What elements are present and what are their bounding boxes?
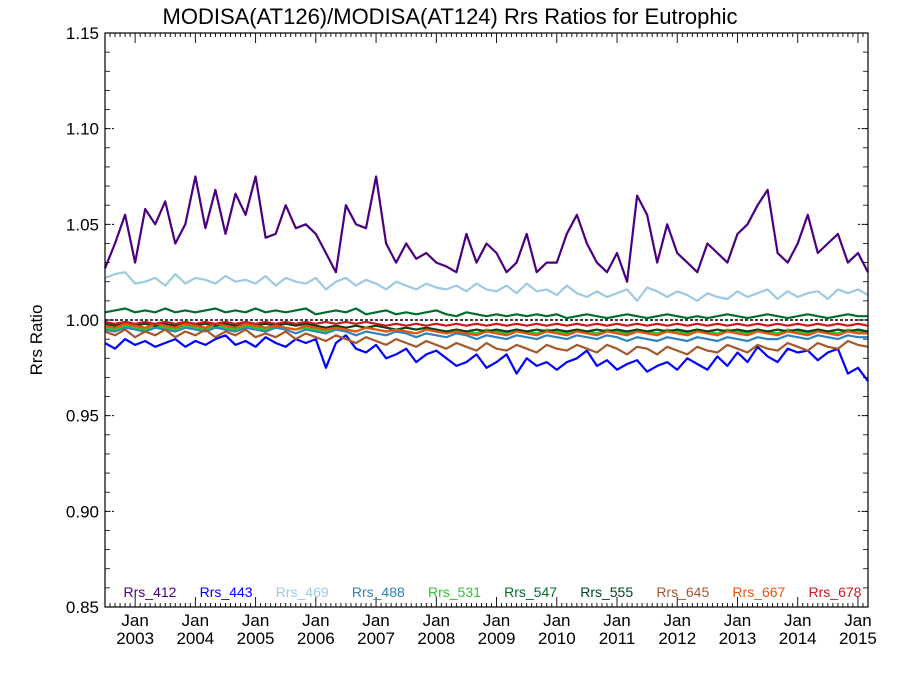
y-tick-label: 0.95 <box>66 407 99 426</box>
legend-entry-rrs-555: Rrs_555 <box>580 584 633 600</box>
legend-entry-rrs-547: Rrs_547 <box>504 584 557 600</box>
legend-entry-rrs-645: Rrs_645 <box>656 584 709 600</box>
x-tick-label-year: 2013 <box>719 629 757 648</box>
y-tick-label: 0.90 <box>66 502 99 521</box>
x-tick-label-month: Jan <box>844 611 871 630</box>
x-tick-label-month: Jan <box>423 611 450 630</box>
legend: Rrs_412 Rrs_443 Rrs_469 Rrs_488 Rrs_531 Rrs_5… <box>124 584 862 600</box>
x-tick-label-month: Jan <box>182 611 209 630</box>
x-tick-label-month: Jan <box>784 611 811 630</box>
legend-entry-rrs-488: Rrs_488 <box>352 584 405 600</box>
x-tick-label-year: 2015 <box>839 629 877 648</box>
legend-entry-rrs-443: Rrs_443 <box>200 584 253 600</box>
series-line-rrs-531 <box>104 324 868 335</box>
x-tick-label-year: 2006 <box>297 629 335 648</box>
x-tick-label-month: Jan <box>483 611 510 630</box>
y-tick-label: 0.85 <box>66 598 99 617</box>
x-tick-label-year: 2009 <box>478 629 516 648</box>
series-line-rrs-469 <box>104 271 869 302</box>
series-line-rrs-488 <box>104 326 868 343</box>
x-tick-label-month: Jan <box>543 611 570 630</box>
y-tick-label: 1.10 <box>66 120 99 139</box>
y-tick-label: 1.00 <box>66 311 99 330</box>
x-tick-label-year: 2014 <box>779 629 817 648</box>
x-tick-label-month: Jan <box>362 611 389 630</box>
legend-entry-rrs-469: Rrs_469 <box>276 584 329 600</box>
x-tick-label-year: 2010 <box>538 629 576 648</box>
y-tick-label: 1.15 <box>66 24 99 43</box>
chart-title: MODISA(AT126)/MODISA(AT124) Rrs Ratios f… <box>162 4 738 29</box>
legend-entry-rrs-531: Rrs_531 <box>428 584 481 600</box>
legend-entry-rrs-678: Rrs_678 <box>809 584 862 600</box>
x-tick-label-year: 2008 <box>417 629 455 648</box>
x-tick-label-year: 2004 <box>176 629 214 648</box>
x-tick-label-year: 2003 <box>116 629 154 648</box>
x-tick-label-month: Jan <box>664 611 691 630</box>
legend-entry-rrs-667: Rrs_667 <box>732 584 785 600</box>
x-tick-label-month: Jan <box>724 611 751 630</box>
x-tick-label-year: 2007 <box>357 629 395 648</box>
series-line-rrs-547 <box>104 307 868 320</box>
x-tick-label-year: 2012 <box>658 629 696 648</box>
axis-layer: 0.850.900.951.001.051.101.15Jan2003Jan20… <box>66 24 877 648</box>
x-tick-label-month: Jan <box>242 611 269 630</box>
series-layer <box>103 175 869 382</box>
x-tick-label-year: 2011 <box>599 629 636 648</box>
y-tick-label: 1.05 <box>66 215 99 234</box>
legend-entry-rrs-412: Rrs_412 <box>124 584 177 600</box>
series-line-rrs-678 <box>104 320 869 327</box>
series-line-rrs-645 <box>104 328 869 356</box>
series-line-rrs-443 <box>104 334 869 382</box>
x-tick-label-month: Jan <box>121 611 148 630</box>
x-tick-label-month: Jan <box>603 611 630 630</box>
series-line-rrs-412 <box>103 175 869 283</box>
series-line-rrs-667 <box>104 322 868 337</box>
x-tick-label-year: 2005 <box>237 629 275 648</box>
x-tick-label-month: Jan <box>302 611 329 630</box>
